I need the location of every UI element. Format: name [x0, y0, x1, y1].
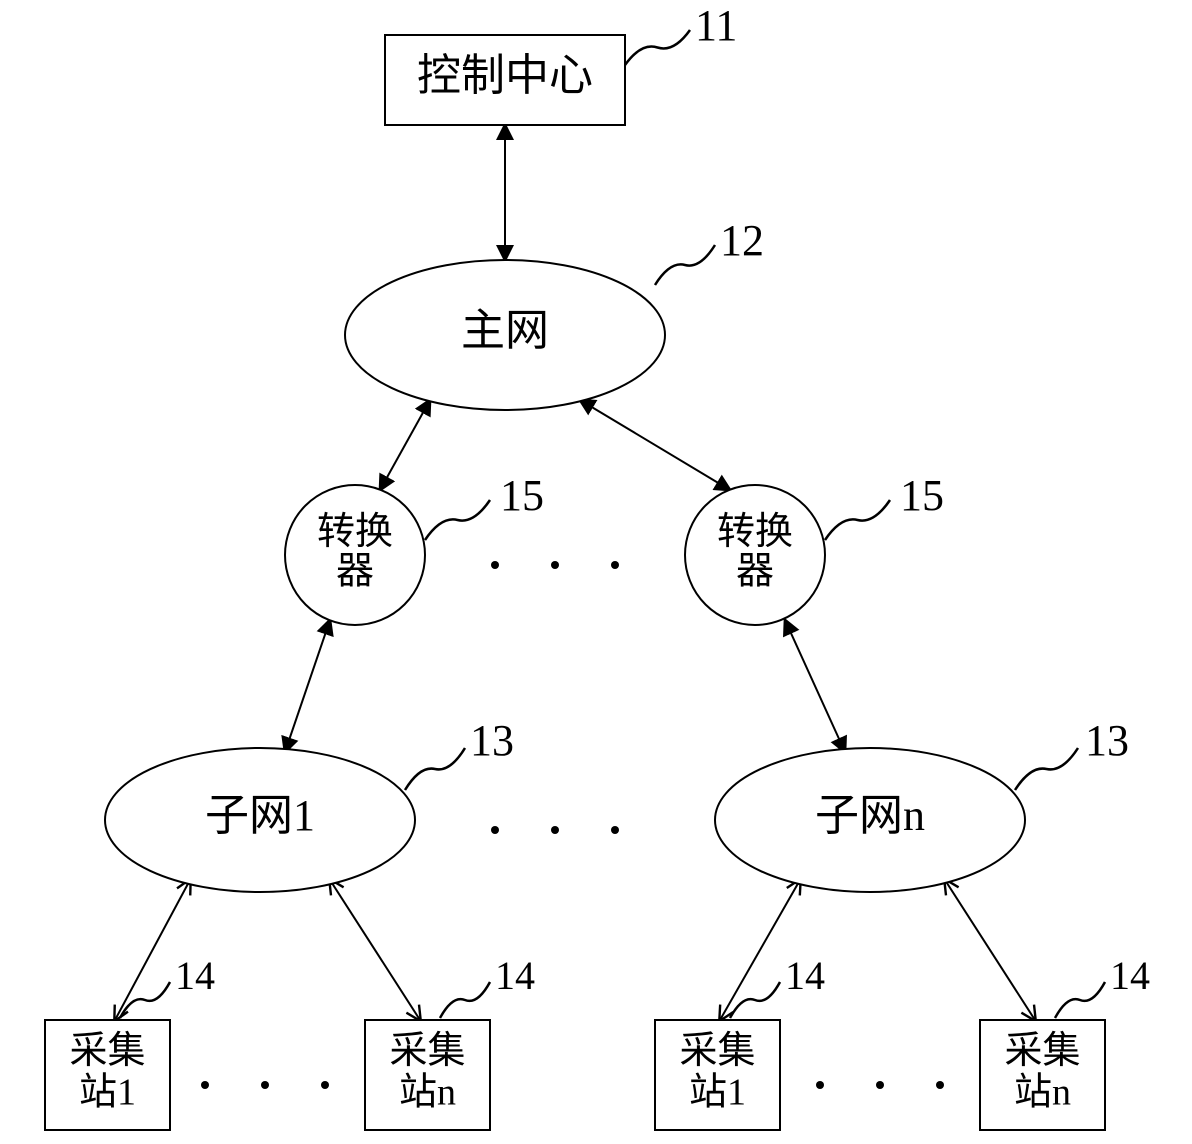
ellipsis-dot: [816, 1081, 824, 1089]
ref-leader: [625, 30, 690, 65]
converter_left-label-line-1: 器: [336, 551, 374, 593]
connector: [330, 880, 420, 1020]
station_nn: 采集站n: [980, 1020, 1105, 1130]
ref-leader: [440, 982, 490, 1018]
connector: [285, 620, 330, 752]
converter_left: 转换器: [285, 485, 425, 625]
main_net-label: 主网: [461, 306, 549, 355]
station_nn-ref: 14: [1110, 953, 1150, 998]
station_na-label-line-1: 站1: [689, 1072, 746, 1114]
ellipsis-dot: [611, 826, 619, 834]
ref-leader: [405, 748, 465, 790]
converter_right-label-line-0: 转换: [717, 511, 793, 553]
subnet_n: 子网n: [715, 748, 1025, 892]
ref-leader: [120, 982, 170, 1018]
station_1a-label-line-0: 采集: [69, 1030, 145, 1072]
station_nn-label-line-1: 站n: [1014, 1072, 1071, 1114]
ellipsis-dot: [491, 826, 499, 834]
connector: [115, 880, 190, 1020]
connector: [945, 880, 1035, 1020]
subnet_1: 子网1: [105, 748, 415, 892]
ref-leader: [425, 500, 490, 540]
control_center: 控制中心: [385, 35, 625, 125]
ref-leader: [1015, 748, 1078, 790]
converter_left-ref: 15: [500, 471, 544, 520]
connector: [785, 620, 845, 752]
ellipsis-dot: [876, 1081, 884, 1089]
station_1a: 采集站1: [45, 1020, 170, 1130]
control_center-ref: 11: [695, 1, 737, 50]
station_na-label-line-0: 采集: [679, 1030, 755, 1072]
ellipsis-dot: [201, 1081, 209, 1089]
converter_right: 转换器: [685, 485, 825, 625]
ellipsis-dot: [936, 1081, 944, 1089]
control_center-label: 控制中心: [417, 51, 593, 100]
connector: [720, 880, 800, 1020]
station_nn-label-line-0: 采集: [1004, 1030, 1080, 1072]
converter_right-label-line-1: 器: [736, 551, 774, 593]
station_na-ref: 14: [785, 953, 825, 998]
subnet_n-label: 子网n: [815, 791, 925, 840]
ellipsis-dot: [491, 561, 499, 569]
subnet_1-ref: 13: [470, 716, 514, 765]
subnet_1-label: 子网1: [205, 791, 315, 840]
ref-leader: [1055, 982, 1105, 1018]
station_1n-label-line-1: 站n: [399, 1072, 456, 1114]
ellipsis-dot: [611, 561, 619, 569]
ellipsis-dot: [261, 1081, 269, 1089]
station_1n-label-line-0: 采集: [389, 1030, 465, 1072]
connector: [580, 400, 730, 490]
converter_right-ref: 15: [900, 471, 944, 520]
network-diagram: 控制中心主网转换器转换器子网1子网n采集站1采集站n采集站1采集站n 11121…: [0, 0, 1192, 1144]
station_na: 采集站1: [655, 1020, 780, 1130]
connector: [380, 400, 430, 490]
station_1n-ref: 14: [495, 953, 535, 998]
ref-leader: [825, 500, 890, 540]
main_net-ref: 12: [720, 216, 764, 265]
ellipsis-dot: [551, 561, 559, 569]
ref-leader: [655, 245, 715, 285]
subnet_n-ref: 13: [1085, 716, 1129, 765]
main_net: 主网: [345, 260, 665, 410]
station_1n: 采集站n: [365, 1020, 490, 1130]
ellipsis-dot: [551, 826, 559, 834]
converter_left-label-line-0: 转换: [317, 511, 393, 553]
station_1a-label-line-1: 站1: [79, 1072, 136, 1114]
station_1a-ref: 14: [175, 953, 215, 998]
ellipsis-dot: [321, 1081, 329, 1089]
